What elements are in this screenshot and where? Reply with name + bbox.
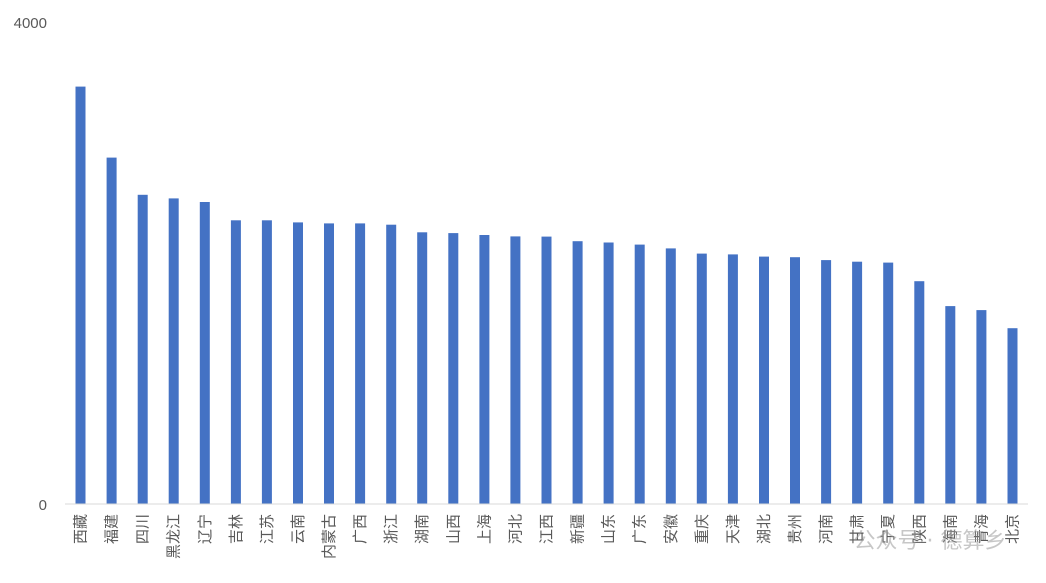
bar-20 xyxy=(696,253,707,504)
x-tick-label-29: 青海 xyxy=(972,514,990,544)
bar-2 xyxy=(137,194,148,505)
bar-25 xyxy=(852,261,863,504)
x-tick-label-9: 广西 xyxy=(351,514,369,544)
bar-30 xyxy=(1007,328,1018,504)
bar-1 xyxy=(106,157,117,504)
x-tick-label-13: 上海 xyxy=(475,514,493,544)
x-tick-label-15: 江西 xyxy=(538,514,556,544)
bar-24 xyxy=(821,260,832,504)
x-tick-label-8: 内蒙古 xyxy=(320,514,338,559)
x-tick-label-19: 安徽 xyxy=(662,514,680,544)
bar-7 xyxy=(293,222,303,504)
bar-16 xyxy=(572,241,583,504)
x-tick-label-12: 山西 xyxy=(444,514,462,544)
bar-3 xyxy=(168,198,179,504)
bar-22 xyxy=(759,256,769,504)
x-tick-label-25: 甘肃 xyxy=(848,514,866,544)
x-tick-label-27: 陕西 xyxy=(910,514,928,544)
x-tick-label-17: 山东 xyxy=(600,514,618,544)
x-tick-label-10: 浙江 xyxy=(382,514,400,544)
bar-10 xyxy=(386,224,397,504)
x-tick-label-18: 广东 xyxy=(631,514,649,544)
bar-15 xyxy=(541,236,552,504)
bar-11 xyxy=(417,232,428,505)
x-tick-label-24: 河南 xyxy=(817,514,835,544)
x-tick-label-2: 四川 xyxy=(134,514,152,544)
bar-6 xyxy=(261,220,272,505)
bar-17 xyxy=(603,242,614,504)
x-tick-label-28: 海南 xyxy=(941,514,959,544)
bar-series xyxy=(75,86,1018,505)
x-tick-label-21: 天津 xyxy=(724,514,742,544)
y-tick-label-max: 4000 xyxy=(14,15,47,32)
x-tick-label-6: 江苏 xyxy=(258,514,276,544)
x-tick-label-16: 新疆 xyxy=(569,514,587,544)
y-axis-ticks: 4000 0 xyxy=(14,15,47,514)
bar-9 xyxy=(355,223,366,504)
bar-4 xyxy=(199,202,210,504)
x-tick-label-5: 吉林 xyxy=(227,514,245,544)
x-tick-label-3: 黑龙江 xyxy=(165,514,183,559)
x-tick-label-22: 湖北 xyxy=(755,514,773,544)
bar-23 xyxy=(790,257,800,504)
y-tick-label-zero: 0 xyxy=(39,497,47,514)
bar-28 xyxy=(945,306,956,504)
bar-19 xyxy=(665,248,676,504)
watermark-text: 公众号 · 德算乡 xyxy=(854,529,1007,554)
bar-12 xyxy=(448,233,459,504)
bar-14 xyxy=(510,236,521,504)
x-tick-label-30: 北京 xyxy=(1004,514,1022,544)
x-tick-label-26: 宁夏 xyxy=(879,514,897,544)
x-tick-label-4: 辽宁 xyxy=(196,514,214,544)
x-tick-label-11: 湖南 xyxy=(413,514,431,544)
bar-5 xyxy=(230,220,241,505)
x-axis-category-labels: 西藏 福建 四川 黑龙江 辽宁 吉林 江苏 云南 内蒙古 广西 浙江 湖南 山西 上海 河北 江西 新疆 山东 广东… xyxy=(72,514,1022,559)
x-tick-label-14: 河北 xyxy=(506,514,524,544)
bar-29 xyxy=(976,310,987,504)
bar-21 xyxy=(727,254,738,504)
bar-27 xyxy=(914,281,925,504)
bar-13 xyxy=(479,235,490,504)
bar-26 xyxy=(883,262,894,504)
x-tick-label-1: 福建 xyxy=(103,514,121,544)
bar-18 xyxy=(634,244,645,504)
x-tick-label-23: 贵州 xyxy=(786,514,804,544)
bar-0 xyxy=(75,86,86,504)
bar-8 xyxy=(324,223,334,504)
x-tick-label-0: 西藏 xyxy=(72,514,90,544)
x-tick-label-7: 云南 xyxy=(289,514,307,544)
x-tick-label-20: 重庆 xyxy=(693,514,711,544)
